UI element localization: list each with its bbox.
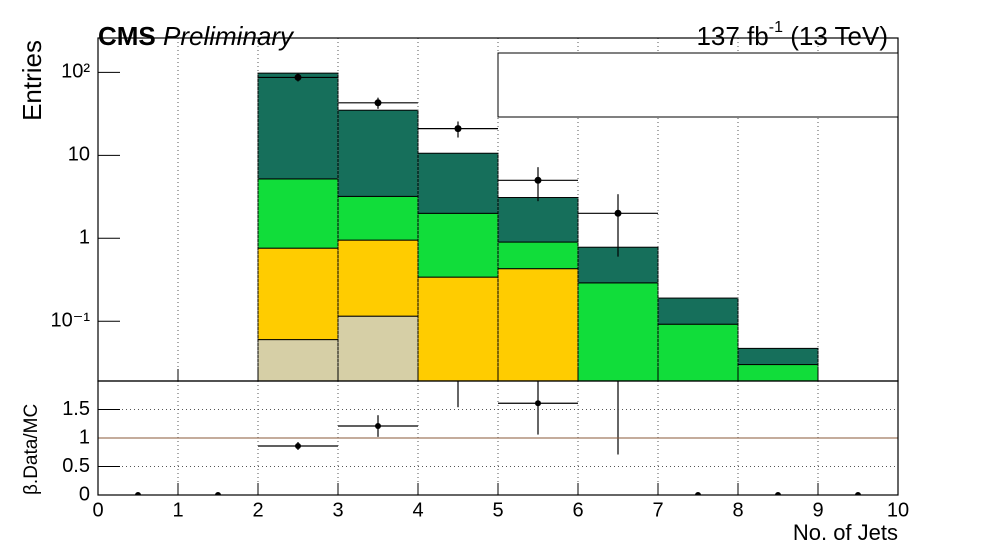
y-tick-label: 0.5 [62, 455, 90, 477]
data-point [534, 176, 542, 184]
ratio-frame [97, 380, 899, 496]
data-point [614, 209, 622, 217]
y-tick-label: 10⁻¹ [51, 309, 91, 331]
y-tick-label: 0 [79, 483, 90, 505]
data-point [454, 125, 462, 133]
bar-segment [497, 197, 579, 243]
x-tick-label: 5 [492, 499, 503, 521]
ratio-point [295, 442, 301, 449]
ratio-point [775, 492, 781, 495]
data-point [775, 418, 782, 425]
ratio-point-group [338, 415, 418, 437]
ratio-point-group [215, 492, 221, 495]
x-tick-label: 2 [252, 499, 263, 521]
y-tick-label: 10 [68, 144, 90, 166]
x-tick-label: 4 [412, 499, 423, 521]
data-point [294, 73, 302, 81]
data-point-group [258, 73, 338, 82]
ratio-point [375, 423, 381, 430]
lumi-suffix: (13 TeV) [783, 21, 888, 51]
data-point-group [658, 418, 738, 425]
data-point-group [418, 121, 498, 138]
bar-segment [417, 152, 499, 214]
ratio-point [135, 492, 141, 495]
ratio-point-group [617, 381, 619, 455]
bar-segment [737, 347, 819, 366]
ratio-y-axis-label: β.Data/MC [21, 404, 42, 495]
bar-segment [257, 339, 339, 381]
y-axis-label: Entries [17, 40, 47, 121]
ratio-point-group [855, 492, 861, 495]
data-point [855, 418, 862, 425]
x-tick-label: 6 [572, 499, 583, 521]
bar-segment [577, 246, 659, 284]
ratio-point-group [258, 441, 338, 450]
data-point-group [818, 418, 898, 425]
x-tick-label: 10 [887, 499, 909, 521]
bar-segment [657, 297, 739, 325]
lumi-text: 137 fb [696, 21, 768, 51]
bar-segment [497, 241, 579, 270]
bar-segment [337, 315, 419, 381]
ratio-point [535, 400, 541, 407]
ratio-point [695, 492, 701, 495]
subtitle: Preliminary [163, 21, 295, 51]
data-point-group [578, 194, 658, 257]
bar-segment [657, 323, 739, 381]
bar-segment [337, 109, 419, 197]
y-tick-label: 1 [79, 426, 90, 448]
lumi-label: 137 fb-1 (13 TeV) [696, 19, 888, 51]
data-point [215, 418, 222, 425]
x-axis-label: No. of Jets [793, 520, 898, 545]
data-point-group [98, 418, 178, 425]
y-tick-label: 1.5 [62, 398, 90, 420]
x-tick-label: 1 [172, 499, 183, 521]
data-point-group [178, 418, 258, 425]
ratio-point-group [775, 492, 781, 495]
legend [497, 52, 899, 118]
bar-segment [257, 247, 339, 341]
lumi-sup: -1 [769, 19, 783, 36]
y-tick-label: 10² [61, 61, 90, 83]
data-point-group [738, 418, 818, 425]
ratio-plot [135, 381, 861, 495]
ratio-point-group [498, 381, 578, 435]
data-point [135, 418, 142, 425]
chart-title: CMS Preliminary [98, 21, 295, 51]
bar-segment [417, 212, 499, 278]
bar-segment [337, 195, 419, 241]
data-point-group [338, 97, 418, 109]
x-tick-label: 0 [92, 499, 103, 521]
data-point [374, 99, 382, 107]
data-point-group [498, 167, 578, 202]
bar-segment [737, 364, 819, 381]
x-tick-label: 9 [812, 499, 823, 521]
x-tick-label: 3 [332, 499, 343, 521]
title: CMS [98, 21, 156, 51]
ratio-point-group [457, 381, 459, 408]
bar-segment [257, 178, 339, 249]
ratio-point [215, 492, 221, 495]
x-tick-label: 8 [732, 499, 743, 521]
bar-segment [337, 239, 419, 317]
ratio-point-group [135, 492, 141, 495]
y-tick-label: 1 [79, 227, 90, 249]
data-point [695, 418, 702, 425]
x-tick-label: 7 [652, 499, 663, 521]
main-plot [98, 72, 898, 425]
bar-segment [257, 72, 339, 180]
ratio-point [855, 492, 861, 495]
ratio-point-group [695, 492, 701, 495]
